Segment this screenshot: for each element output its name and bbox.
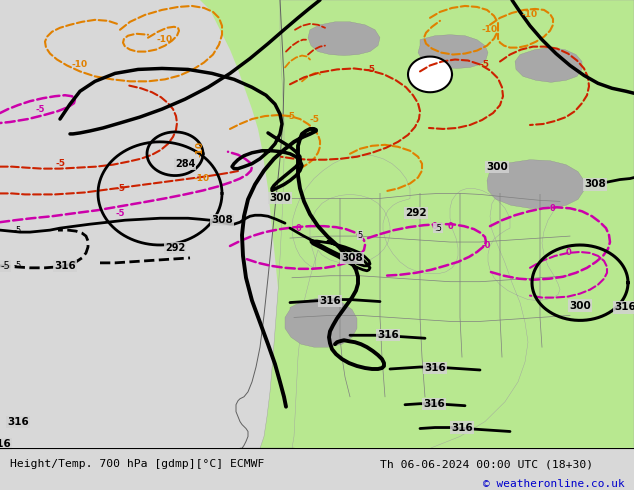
Text: -5: -5 (310, 115, 320, 123)
Text: 316: 316 (614, 302, 634, 313)
Polygon shape (487, 160, 584, 208)
Text: 316: 316 (0, 440, 11, 449)
Text: 0: 0 (565, 248, 571, 257)
Text: -0: -0 (481, 242, 491, 250)
Text: 300: 300 (569, 300, 591, 311)
Text: Height/Temp. 700 hPa [gdmp][°C] ECMWF: Height/Temp. 700 hPa [gdmp][°C] ECMWF (10, 459, 264, 469)
Text: -5: -5 (365, 65, 375, 74)
Polygon shape (200, 0, 634, 448)
Polygon shape (285, 298, 357, 347)
Polygon shape (418, 35, 488, 69)
Text: 316: 316 (423, 399, 445, 409)
Text: 0: 0 (431, 221, 437, 231)
Text: -5: -5 (55, 159, 65, 168)
Text: -10: -10 (157, 35, 173, 44)
Text: © weatheronline.co.uk: © weatheronline.co.uk (482, 479, 624, 489)
Text: 308: 308 (341, 253, 363, 263)
Text: 308: 308 (211, 215, 233, 225)
Text: 316: 316 (54, 261, 76, 271)
Text: -5: -5 (0, 261, 10, 271)
Text: 316: 316 (377, 330, 399, 340)
Text: -5: -5 (115, 209, 125, 218)
Polygon shape (408, 56, 452, 92)
Text: -10: -10 (522, 10, 538, 20)
Text: -5: -5 (115, 184, 125, 193)
Text: 316: 316 (451, 422, 473, 433)
Text: -10: -10 (482, 25, 498, 34)
Text: 300: 300 (486, 162, 508, 172)
Text: 0: 0 (550, 204, 556, 213)
Text: 284: 284 (175, 159, 195, 169)
Text: -5: -5 (285, 112, 295, 121)
Text: 316: 316 (7, 416, 29, 427)
Text: -10: -10 (194, 174, 210, 183)
Text: 5: 5 (358, 231, 363, 240)
Text: -5: -5 (14, 261, 22, 270)
Polygon shape (260, 0, 634, 448)
Text: 0: 0 (447, 221, 453, 231)
Text: -5: -5 (480, 60, 490, 69)
Text: -5: -5 (14, 225, 22, 235)
Text: -10: -10 (72, 60, 88, 69)
Text: .5: .5 (434, 223, 442, 233)
Text: 316: 316 (319, 295, 341, 306)
Text: 308: 308 (584, 179, 606, 190)
Text: 0: 0 (295, 223, 301, 233)
Text: 316: 316 (424, 363, 446, 373)
Text: -10: -10 (195, 141, 205, 157)
Text: -5: -5 (36, 104, 45, 114)
Text: Th 06-06-2024 00:00 UTC (18+30): Th 06-06-2024 00:00 UTC (18+30) (380, 459, 593, 469)
Polygon shape (308, 22, 380, 55)
Polygon shape (515, 48, 582, 82)
Text: 292: 292 (405, 208, 427, 218)
Text: 300: 300 (269, 194, 291, 203)
Text: 292: 292 (165, 243, 185, 253)
